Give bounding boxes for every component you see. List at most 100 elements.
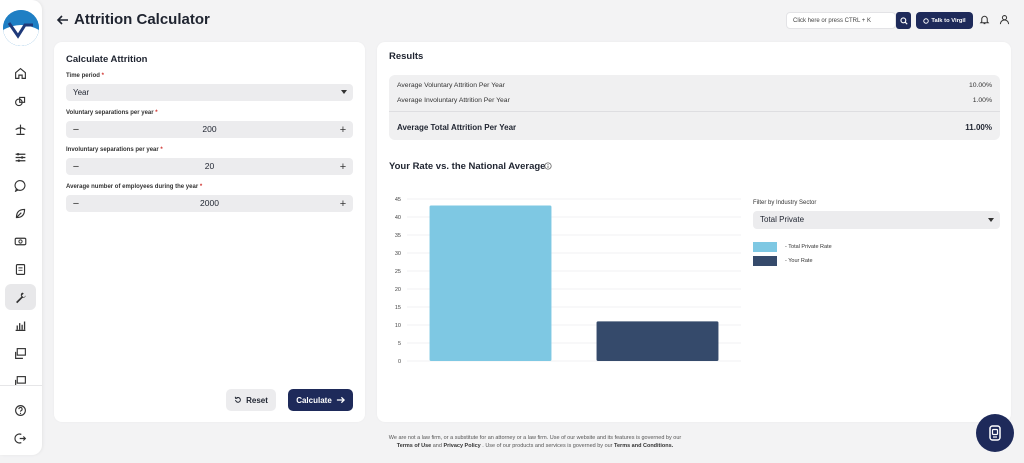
y-tick-label: 35 [395,233,401,239]
voluntary-stepper: − 200 + [66,121,353,138]
y-tick-label: 10 [395,323,401,329]
attrition-bar-chart: 0 5 10 15 20 25 30 35 40 45 [395,197,741,365]
involuntary-decrement-button[interactable]: − [72,160,80,173]
legend-label-your-rate: - Your Rate [785,258,813,264]
involuntary-result-row: Average Involuntary Attrition Per Year 1… [397,97,992,104]
results-summary: Average Voluntary Attrition Per Year 10.… [389,75,1000,140]
talk-to-virgil-button[interactable]: Talk to Virgil [916,12,973,29]
chat-fab-button[interactable] [976,414,1014,452]
legend-your-rate: - Your Rate [753,256,813,266]
voluntary-result-label: Average Voluntary Attrition Per Year [397,82,505,89]
voluntary-label: Voluntary separations per year * [66,110,158,116]
filter-label: Filter by Industry Sector [753,200,817,206]
footer-line-1: We are not a law firm, or a substitute f… [388,435,682,441]
reset-label: Reset [246,395,268,405]
results-title: Results [389,51,424,62]
search-input[interactable]: Click here or press CTRL + K [786,12,896,29]
search-icon [899,16,908,25]
terms-conditions-link[interactable]: Terms and Conditions. [614,443,674,449]
involuntary-label: Involuntary separations per year * [66,147,163,153]
leaf-icon [15,208,26,218]
sidebar-item-presentation[interactable] [5,340,36,366]
employees-input[interactable]: 2000 [200,198,219,208]
chat-bubble-icon [14,179,26,192]
shapes-icon [15,96,26,106]
sidebar-item-sliders[interactable] [5,144,36,170]
home-icon [15,67,26,79]
sidebar-item-tools[interactable] [5,284,36,310]
logout-icon [14,432,27,444]
involuntary-input[interactable]: 20 [204,161,215,171]
user-icon[interactable] [999,14,1010,25]
sidebar-item-presentation-alt[interactable] [5,368,36,385]
logout-button[interactable] [5,425,36,451]
y-tick-label: 45 [395,197,401,203]
sidebar-item-analytics[interactable] [5,312,36,338]
legend-swatch-your-rate [753,256,777,266]
sliders-icon [15,152,26,162]
reset-button[interactable]: Reset [226,389,276,411]
footer-line-2: Terms of Use and Privacy Policy . Use of… [396,443,674,449]
search-button[interactable] [896,12,911,29]
comparison-title: Your Rate vs. the National Average [389,161,546,172]
y-tick-label: 5 [398,341,401,347]
sidebar-item-shapes[interactable] [5,88,36,114]
total-result-value: 11.00% [965,123,992,132]
document-icon [15,263,26,275]
involuntary-increment-button[interactable]: + [339,160,347,173]
sidebar-item-money[interactable] [5,228,36,254]
arrow-right-icon [336,396,345,404]
y-tick-label: 25 [395,269,401,275]
voluntary-input[interactable]: 200 [202,124,217,134]
employees-label: Average number of employees during the y… [66,184,203,190]
involuntary-result-label: Average Involuntary Attrition Per Year [397,97,510,104]
info-icon[interactable] [544,162,552,170]
brand-logo[interactable] [3,10,39,46]
bar-total-private-rate[interactable] [429,205,552,361]
reset-icon [234,396,241,403]
total-result-label: Average Total Attrition Per Year [397,123,517,132]
employees-increment-button[interactable]: + [339,197,347,210]
y-tick-label: 15 [395,305,401,311]
chat-icon [923,17,930,24]
voluntary-increment-button[interactable]: + [339,123,347,136]
y-tick-label: 30 [395,251,401,257]
industry-sector-select[interactable]: Total Private [753,211,1000,229]
employees-decrement-button[interactable]: − [72,197,80,210]
sidebar-item-leaf[interactable] [5,200,36,226]
time-period-select[interactable]: Year [66,84,353,101]
bar-your-rate[interactable] [596,321,719,361]
scale-icon [15,124,26,135]
presentation-icon [15,347,26,359]
voluntary-decrement-button[interactable]: − [72,123,80,136]
chevron-down-icon [988,218,994,222]
legend-total-private: - Total Private Rate [753,242,832,252]
privacy-policy-link[interactable]: Privacy Policy [443,443,481,449]
calculate-button[interactable]: Calculate [288,389,353,411]
footer: We are not a law firm, or a substitute f… [300,434,770,450]
calculate-label: Calculate [296,395,332,405]
money-icon [14,237,27,245]
wrench-icon [16,292,26,303]
y-tick-label: 40 [395,215,401,221]
sidebar-item-scale[interactable] [5,116,36,142]
legend-label-total-private: - Total Private Rate [785,244,832,250]
bell-icon[interactable] [979,14,990,25]
sidebar-item-home[interactable] [5,60,36,86]
results-divider [389,111,1000,112]
talk-to-virgil-label: Talk to Virgil [931,17,966,24]
total-result-row: Average Total Attrition Per Year 11.00% [397,123,992,132]
voluntary-result-row: Average Voluntary Attrition Per Year 10.… [397,82,992,89]
employees-stepper: − 2000 + [66,195,353,212]
involuntary-stepper: − 20 + [66,158,353,175]
assistant-icon [989,425,1001,441]
sidebar-item-document[interactable] [5,256,36,282]
help-button[interactable] [5,397,36,423]
bar-chart-icon [15,320,26,331]
sidebar [0,0,42,455]
back-arrow-icon[interactable] [56,13,70,27]
terms-of-use-link[interactable]: Terms of Use [396,443,432,449]
sidebar-item-chat[interactable] [5,172,36,198]
help-icon [15,404,26,416]
chevron-down-icon [341,90,347,94]
